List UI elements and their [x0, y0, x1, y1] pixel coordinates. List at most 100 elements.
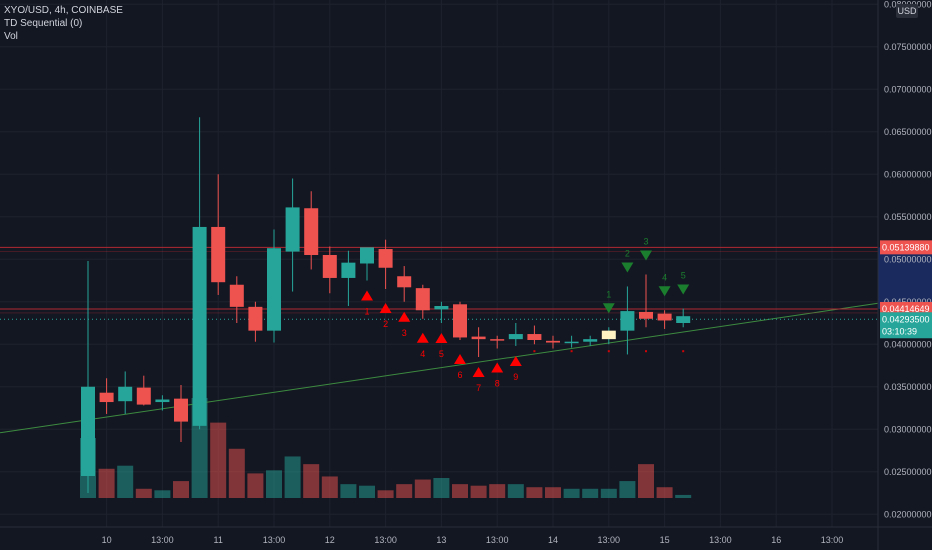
candle-body — [378, 249, 393, 268]
time-tick-label: 16 — [771, 535, 781, 545]
td-sequential-markers: 1 2 3 4 5 6 7 8 9 1 2 3 4 5 — [361, 237, 690, 393]
candle-body — [136, 387, 151, 405]
candle-body — [415, 288, 430, 311]
candle-body — [341, 262, 356, 278]
td-sell-marker — [491, 362, 504, 373]
candle-body — [360, 247, 374, 264]
candle-body — [155, 399, 170, 403]
price-tick-label: 0.04500000 — [884, 297, 932, 307]
candle-body — [99, 392, 114, 403]
volume-bar — [210, 422, 227, 498]
td-sell-marker — [379, 303, 392, 313]
time-tick-label: 12 — [325, 535, 335, 545]
volume-bar — [433, 478, 450, 498]
td-buy-count: 5 — [681, 271, 686, 281]
volume-bar — [638, 464, 654, 498]
volume-bar — [321, 476, 338, 498]
volume-bar — [359, 485, 375, 498]
support-trendline — [0, 302, 879, 434]
candle-body — [397, 276, 412, 288]
hline-price-tag — [880, 240, 932, 255]
candle-body — [657, 313, 672, 321]
price-tick-label: 0.02000000 — [884, 509, 932, 519]
volume-bar — [340, 484, 357, 498]
price-tick-label: 0.05000000 — [884, 254, 932, 264]
time-tick-label: 13 — [436, 535, 446, 545]
td-buy-count: 4 — [662, 272, 667, 282]
candle-body — [434, 306, 449, 310]
candle-body — [211, 226, 226, 283]
td-sell-count: 6 — [457, 370, 462, 380]
td-dot — [533, 350, 536, 353]
candle-body — [81, 386, 95, 476]
candle-body — [601, 330, 616, 340]
currency-label: USD — [897, 6, 917, 16]
price-tick-label: 0.05500000 — [884, 212, 932, 222]
candle-body — [322, 255, 337, 278]
indicator-td-sequential[interactable]: TD Sequential (0) — [4, 18, 83, 29]
td-sell-count: 3 — [402, 328, 407, 338]
volume-bar — [247, 473, 264, 498]
candle-body — [620, 311, 635, 331]
time-tick-label: 13:00 — [709, 535, 732, 545]
td-dot — [682, 350, 685, 353]
price-tick-label: 0.03000000 — [884, 424, 932, 434]
candlesticks — [81, 117, 691, 493]
time-tick-label: 13:00 — [598, 535, 621, 545]
volume-bar — [154, 490, 171, 498]
candle-body — [304, 208, 319, 255]
chart-legend: XYO/USD, 4h, COINBASE TD Sequential (0) … — [4, 4, 123, 43]
candle-body — [676, 316, 691, 323]
volume-bar — [619, 481, 636, 498]
volume-bar — [228, 448, 245, 498]
volume-bar — [582, 488, 599, 498]
td-sell-marker — [416, 332, 429, 343]
price-tick-label: 0.04000000 — [884, 339, 932, 349]
candle-body — [490, 339, 505, 341]
candle-body — [248, 306, 263, 331]
volume-bar — [266, 470, 282, 498]
td-sell-marker — [472, 367, 485, 377]
price-tick-label: 0.07500000 — [884, 42, 932, 52]
candle-body — [285, 207, 300, 252]
td-buy-marker — [658, 286, 671, 297]
time-tick-label: 15 — [660, 535, 670, 545]
volume-bar — [563, 488, 580, 498]
volume-bars — [80, 398, 692, 498]
td-buy-marker — [621, 262, 634, 273]
td-sell-marker — [509, 355, 522, 366]
price-zone-band-axis — [878, 247, 932, 309]
volume-bar — [656, 487, 673, 498]
time-tick-label: 13:00 — [821, 535, 844, 545]
indicator-volume[interactable]: Vol — [4, 31, 18, 42]
candle-body — [453, 304, 467, 338]
candle-body — [174, 398, 188, 422]
volume-bar — [526, 487, 543, 498]
volume-bar — [377, 490, 394, 498]
candle-body — [471, 336, 486, 340]
time-axis-background — [0, 527, 932, 550]
price-tick-label: 0.02500000 — [884, 467, 932, 477]
time-tick-label: 11 — [214, 535, 223, 545]
volume-bar — [414, 479, 431, 498]
td-sell-marker — [454, 354, 466, 364]
candle-body — [639, 311, 653, 319]
td-buy-count: 1 — [606, 289, 611, 299]
time-tick-label: 13:00 — [263, 535, 286, 545]
td-sell-count: 5 — [439, 349, 444, 359]
td-buy-marker — [640, 250, 652, 261]
symbol-title[interactable]: XYO/USD, 4h, COINBASE — [4, 5, 123, 16]
candle-body — [229, 284, 244, 307]
currency-badge — [896, 4, 918, 18]
volume-bar — [98, 468, 115, 498]
candle-body — [527, 334, 542, 340]
td-sell-count: 9 — [513, 372, 518, 382]
hline-price-label: 0.04414649 — [882, 304, 930, 314]
td-buy-marker — [677, 284, 690, 295]
last-price-tag — [880, 312, 932, 339]
td-buy-count: 3 — [643, 237, 648, 247]
